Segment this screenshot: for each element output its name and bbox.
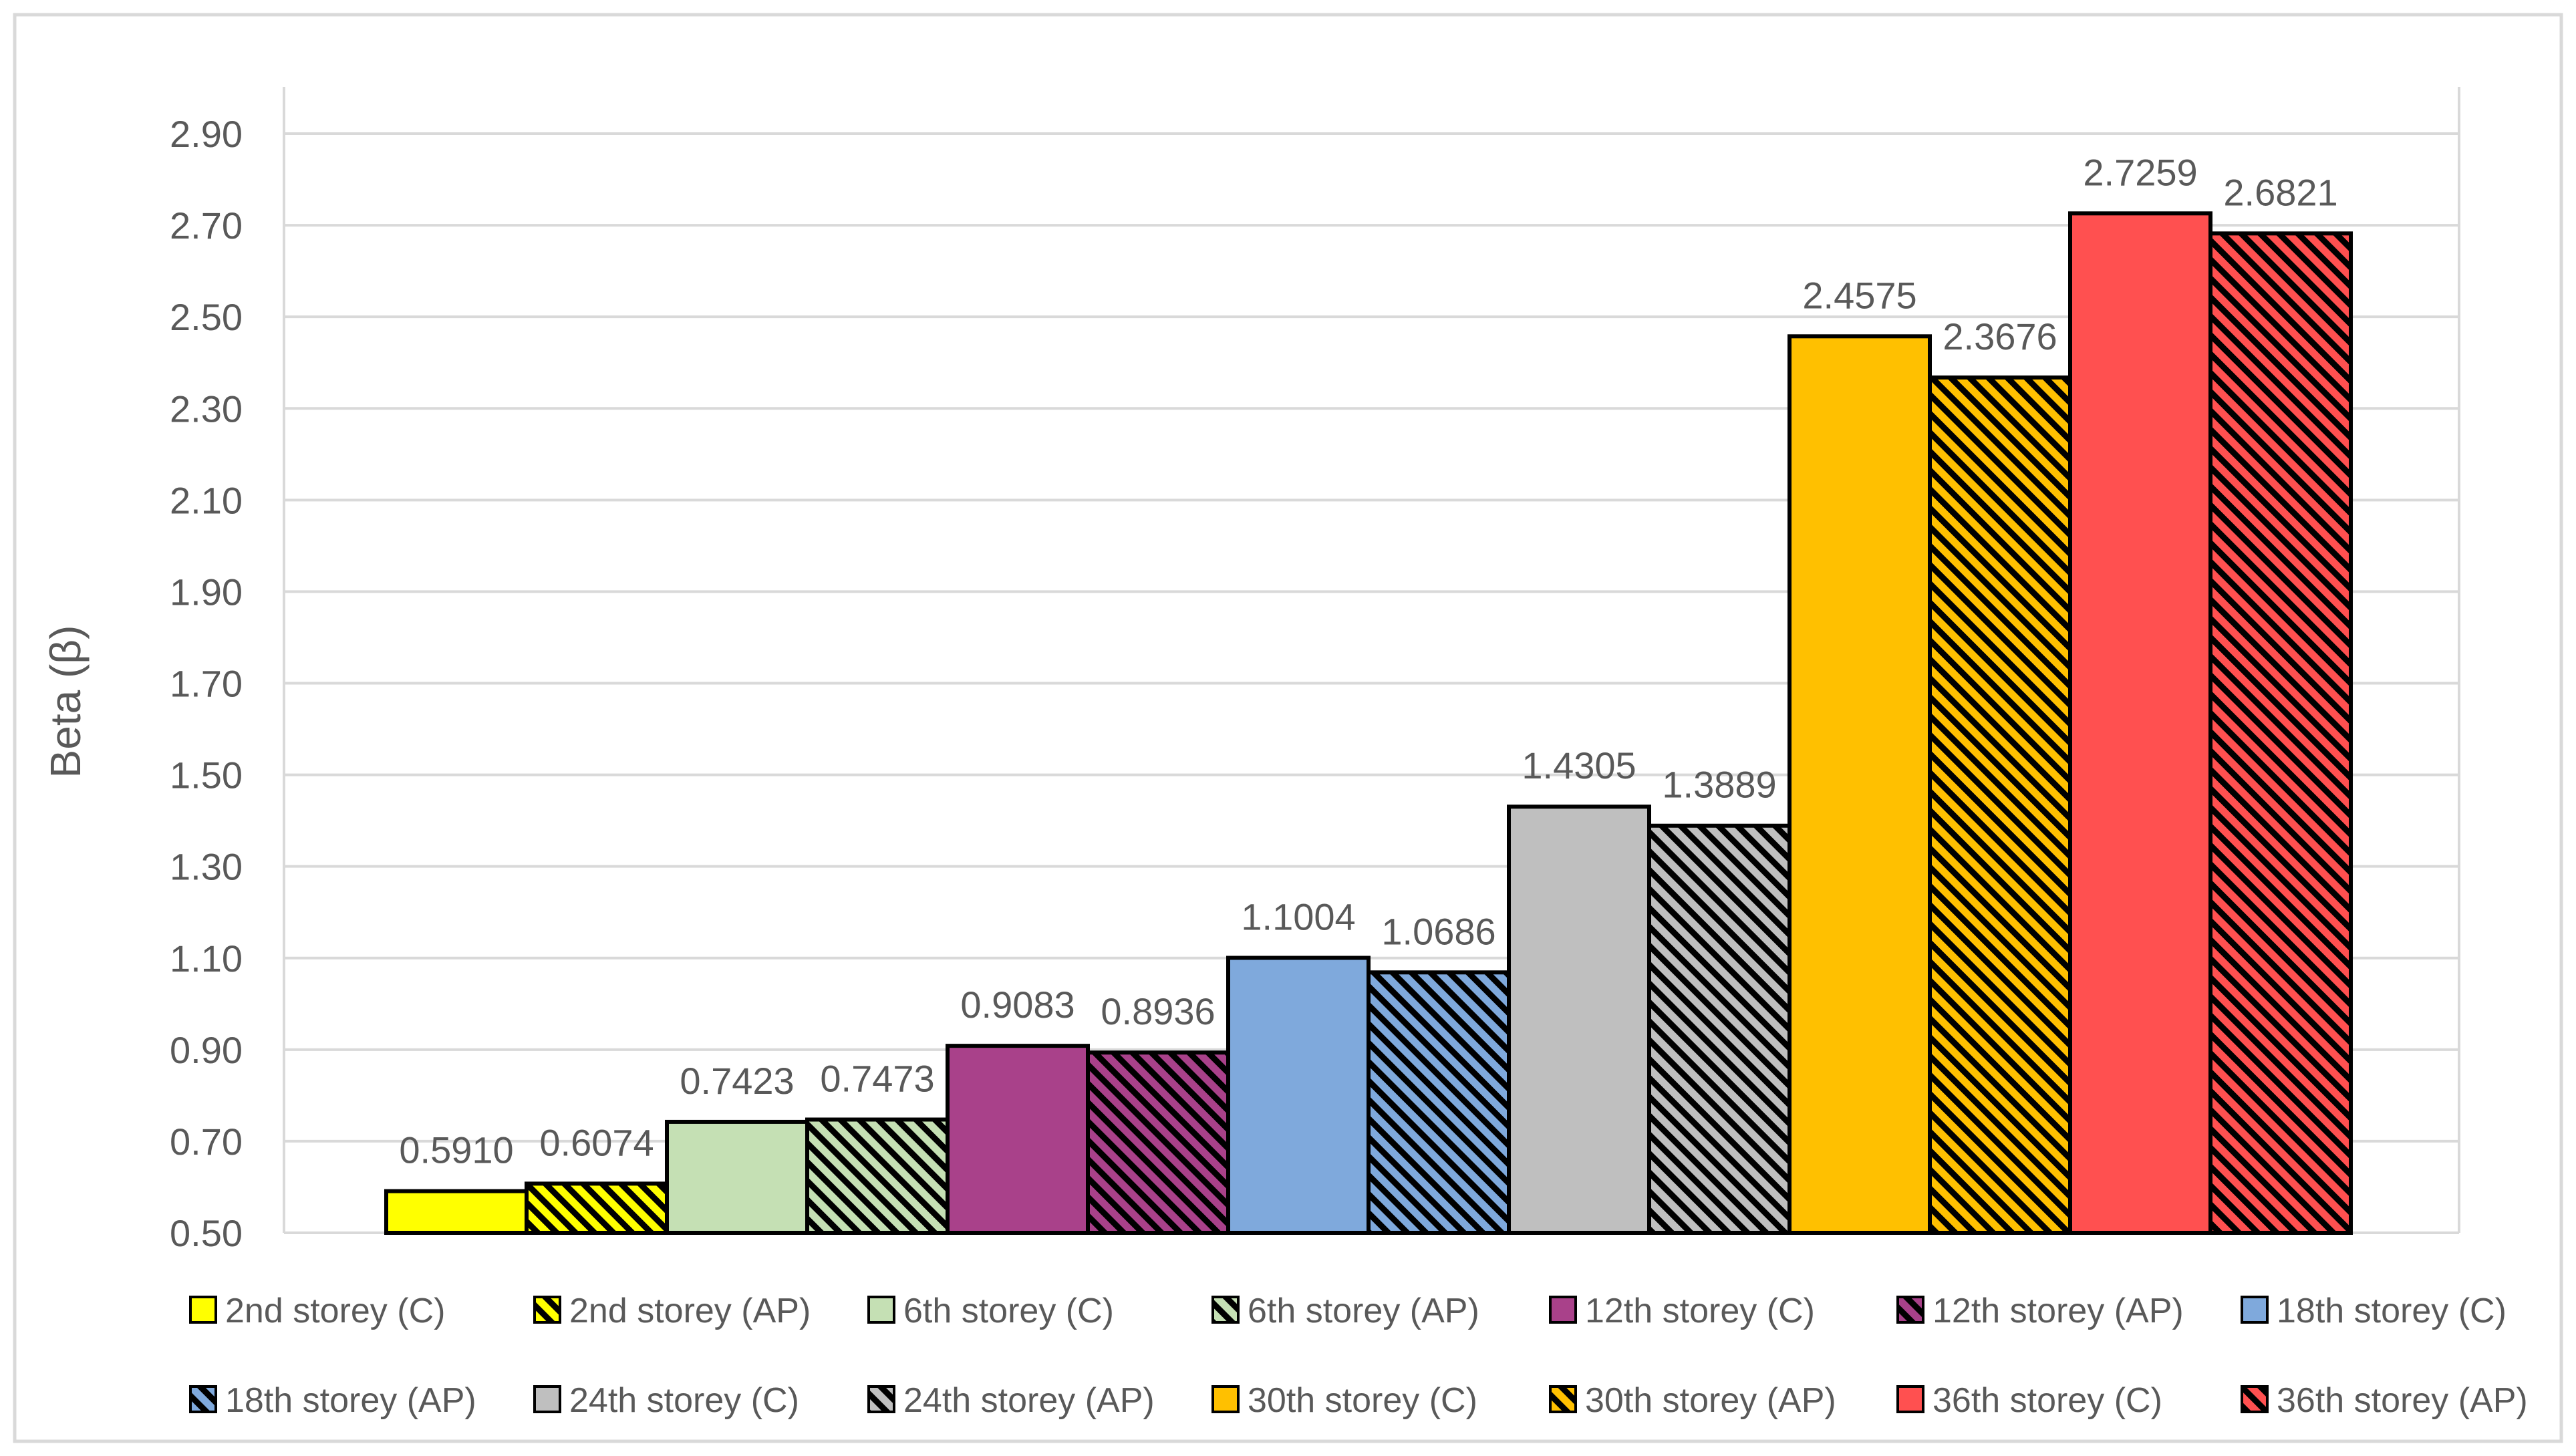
legend-item-6th-storey-ap[interactable]: 6th storey (AP) [1211,1292,1479,1330]
legend-label: 30th storey (AP) [1585,1381,1836,1420]
y-tick-label: 0.90 [170,1029,243,1071]
legend-swatch [2241,1385,2269,1413]
y-tick-label: 0.50 [170,1212,243,1254]
y-tick-label: 2.70 [170,204,243,247]
data-label-12th-storey-ap: 0.8936 [1101,990,1215,1032]
bar-18th-storey-ap [1367,970,1511,1235]
data-label-36th-storey-ap: 2.6821 [2223,171,2337,213]
legend-item-12th-storey-ap[interactable]: 12th storey (AP) [1896,1292,2184,1330]
bar-30th-storey-c [1787,334,1932,1235]
data-label-18th-storey-ap: 1.0686 [1381,910,1495,952]
y-axis-title: Beta (β) [41,625,90,778]
legend-label: 2nd storey (C) [225,1292,445,1330]
data-label-24th-storey-c: 1.4305 [1522,744,1636,786]
data-labels: 0.5910 0.6074 0.7423 0.7473 0.9083 0.8936 1.10… [399,151,2337,1171]
y-tick-label: 2.50 [170,296,243,338]
y-tick-label: 1.30 [170,846,243,888]
y-tick-label: 2.90 [170,113,243,155]
data-label-36th-storey-c: 2.7259 [2083,151,2197,193]
y-tick-label: 1.90 [170,571,243,613]
bar-12th-storey-ap [1086,1050,1230,1235]
legend-item-30th-storey-c[interactable]: 30th storey (C) [1211,1381,1477,1420]
legend-item-30th-storey-ap[interactable]: 30th storey (AP) [1549,1381,1836,1420]
legend-swatch [1211,1296,1240,1324]
data-label-30th-storey-ap: 2.3676 [1943,315,2057,357]
data-label-6th-storey-ap: 0.7473 [820,1057,934,1099]
data-label-18th-storey-c: 1.1004 [1241,895,1355,937]
bar-30th-storey-ap [1928,375,2072,1235]
y-tick-label: 1.70 [170,663,243,705]
legend-label: 24th storey (C) [569,1381,799,1420]
legend-item-24th-storey-ap[interactable]: 24th storey (AP) [867,1381,1155,1420]
legend-label: 36th storey (C) [1933,1381,2162,1420]
legend-swatch [1896,1385,1924,1413]
legend-item-6th-storey-c[interactable]: 6th storey (C) [867,1292,1114,1330]
y-tick-label: 2.30 [170,388,243,430]
bars [384,211,2353,1235]
bar-24th-storey-ap [1647,823,1792,1235]
legend-item-24th-storey-c[interactable]: 24th storey (C) [533,1381,799,1420]
legend-label: 2nd storey (AP) [569,1292,811,1330]
legend-swatch [1549,1296,1577,1324]
legend-item-18th-storey-c[interactable]: 18th storey (C) [2241,1292,2507,1330]
y-tick-label: 1.10 [170,937,243,980]
bar-2nd-storey-ap [525,1181,669,1235]
legend-item-36th-storey-ap[interactable]: 36th storey (AP) [2241,1381,2528,1420]
y-tick-label: 0.70 [170,1121,243,1163]
legend-item-36th-storey-c[interactable]: 36th storey (C) [1896,1381,2162,1420]
legend-swatch [189,1385,217,1413]
bar-12th-storey-c [946,1044,1090,1235]
legend-swatch [1896,1296,1924,1324]
legend-item-2nd-storey-c[interactable]: 2nd storey (C) [189,1292,445,1330]
data-label-2nd-storey-ap: 0.6074 [539,1121,654,1163]
legend-label: 6th storey (C) [903,1292,1114,1330]
legend-item-2nd-storey-ap[interactable]: 2nd storey (AP) [533,1292,811,1330]
legend-label: 12th storey (C) [1585,1292,1815,1330]
legend-label: 18th storey (AP) [225,1381,476,1420]
data-label-24th-storey-ap: 1.3889 [1662,764,1776,806]
data-label-30th-storey-c: 2.4575 [1802,274,1916,316]
bar-24th-storey-c [1507,805,1651,1235]
legend-swatch [867,1296,895,1324]
bar-2nd-storey-c [384,1189,529,1235]
legend[interactable]: 2nd storey (C) 2nd storey (AP) 6th storey … [189,1292,2528,1420]
legend-label: 36th storey (AP) [2277,1381,2528,1420]
legend-label: 18th storey (C) [2277,1292,2507,1330]
legend-swatch [533,1385,561,1413]
data-label-6th-storey-c: 0.7423 [680,1060,794,1102]
legend-label: 12th storey (AP) [1933,1292,2184,1330]
y-tick-label: 1.50 [170,754,243,796]
axes: 0.50 0.70 0.90 1.10 1.30 1.50 1.70 1.90 2.10 2.30… [170,87,2460,1254]
legend-swatch [2241,1296,2269,1324]
y-tick-label: 2.10 [170,479,243,521]
legend-swatch [533,1296,561,1324]
data-label-2nd-storey-c: 0.5910 [399,1129,513,1171]
legend-item-18th-storey-ap[interactable]: 18th storey (AP) [189,1381,476,1420]
bar-36th-storey-c [2068,211,2212,1235]
legend-item-12th-storey-c[interactable]: 12th storey (C) [1549,1292,1815,1330]
bar-18th-storey-c [1226,956,1371,1235]
legend-swatch [867,1385,895,1413]
legend-label: 30th storey (C) [1248,1381,1477,1420]
legend-swatch [1211,1385,1240,1413]
bar-36th-storey-ap [2208,231,2353,1235]
legend-label: 24th storey (AP) [903,1381,1155,1420]
legend-label: 6th storey (AP) [1248,1292,1479,1330]
bar-6th-storey-c [665,1119,809,1235]
legend-swatch [189,1296,217,1324]
data-label-12th-storey-c: 0.9083 [960,984,1075,1026]
legend-swatch [1549,1385,1577,1413]
bar-6th-storey-ap [805,1117,950,1235]
